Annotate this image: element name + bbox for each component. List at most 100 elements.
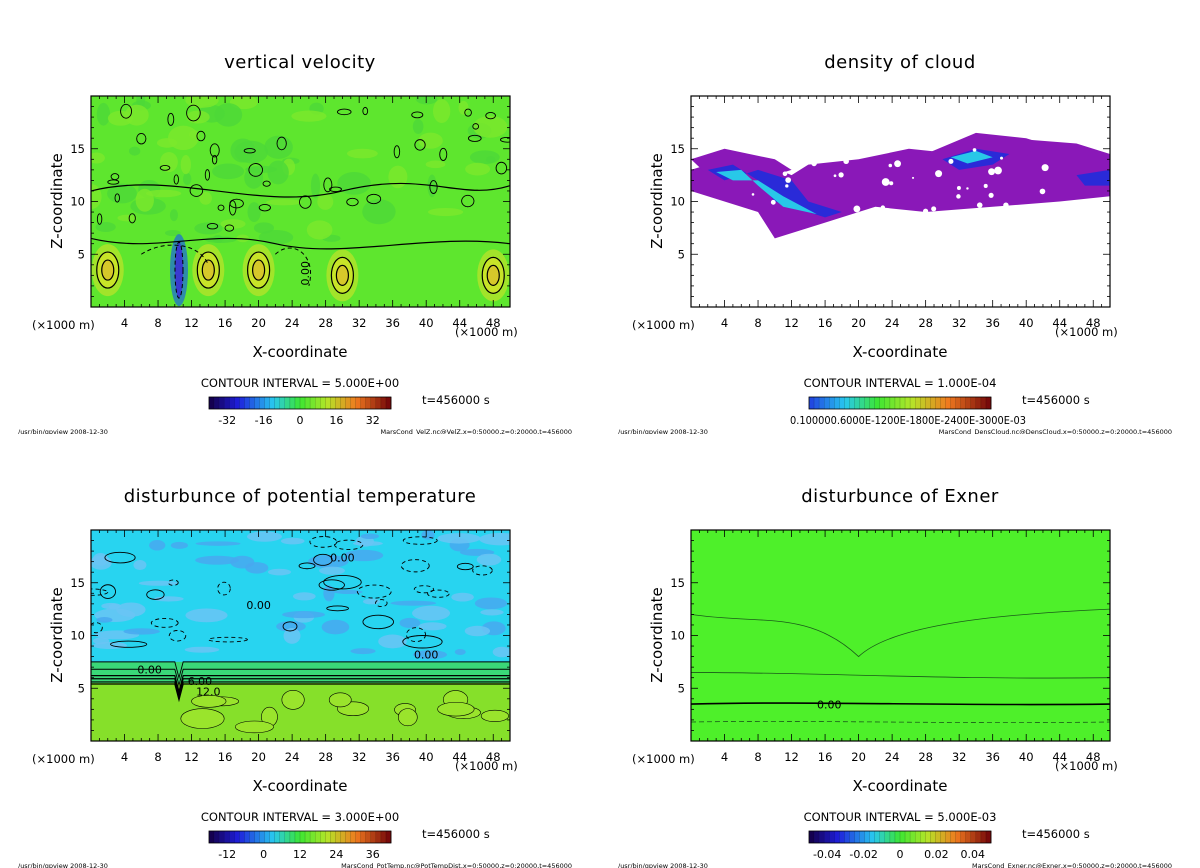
- contour-loop: [167, 579, 179, 586]
- field-patch: [474, 597, 508, 610]
- contour-line: [691, 608, 1110, 658]
- x-tick-label: 24: [285, 316, 300, 330]
- colorbar-cell: [224, 397, 230, 409]
- y-tick-label: 5: [78, 681, 85, 695]
- cloud-gap: [983, 183, 988, 188]
- x-unit-left: (×1000 m): [32, 318, 95, 332]
- colorbar-cell: [320, 397, 326, 409]
- colorbar-cell: [945, 831, 951, 843]
- cloud-gap: [911, 176, 915, 179]
- contour-loop: [402, 635, 443, 649]
- x-tick-label: 8: [154, 750, 161, 764]
- x-tick-label: 48: [486, 750, 501, 764]
- field-patch: [291, 110, 327, 122]
- field-patch: [319, 566, 345, 575]
- contour-label: 0.00: [246, 599, 271, 612]
- x-tick-label: 4: [121, 316, 128, 330]
- contour-loop: [262, 180, 271, 187]
- x-tick-label: 24: [885, 316, 900, 330]
- field-patch: [117, 214, 137, 222]
- x-tick-label: 32: [352, 750, 367, 764]
- y-tick-label: 10: [670, 195, 685, 209]
- contour-loop: [413, 585, 434, 594]
- cloud-core: [950, 150, 993, 164]
- time-label: t=456000 s: [422, 393, 490, 407]
- colorbar-cell: [375, 397, 382, 409]
- colorbar-cell: [274, 397, 281, 409]
- colorbar-cell: [325, 397, 331, 409]
- cloud-gap: [1000, 156, 1004, 160]
- colorbar-cell: [829, 831, 835, 843]
- colorbar-cell: [244, 397, 250, 409]
- colorbar-cell: [900, 397, 906, 409]
- x-tick-label: 16: [818, 750, 833, 764]
- cloud-gap: [853, 205, 861, 213]
- colorbar-cell: [940, 397, 946, 409]
- colorbar-cell: [345, 831, 351, 843]
- field-patch: [138, 580, 179, 586]
- colorbar-cell: [910, 397, 916, 409]
- colorbar-cell: [360, 397, 367, 409]
- cloud-gap: [935, 170, 943, 178]
- colorbar-cell: [849, 831, 855, 843]
- x-tick-label: 28: [918, 750, 933, 764]
- colorbar-cell: [350, 397, 356, 409]
- field-patch: [350, 648, 376, 655]
- field-patch: [156, 138, 178, 148]
- colorbar-cell: [960, 831, 967, 843]
- contour-loop: [400, 559, 430, 573]
- contour-loop: [196, 130, 206, 142]
- colorbar-cell: [935, 397, 941, 409]
- cloud-gap: [841, 147, 846, 152]
- x-tick-label: 28: [918, 316, 933, 330]
- field-patch: [188, 130, 200, 139]
- x-tick-label: 4: [721, 316, 728, 330]
- field-patch: [352, 541, 383, 546]
- contour-loop: [186, 104, 201, 122]
- contour-interval: CONTOUR INTERVAL = 3.000E+00: [201, 810, 399, 824]
- colorbar-cell: [350, 831, 356, 843]
- field-background: [691, 530, 1110, 741]
- contour-line: [91, 182, 510, 198]
- colorbar-cell: [365, 831, 372, 843]
- field-patch: [317, 193, 334, 210]
- field-patch: [267, 568, 292, 576]
- downdraft-core: [174, 241, 184, 299]
- y-tick-label: 10: [670, 629, 685, 643]
- field-patch: [124, 104, 149, 126]
- field-patch: [415, 96, 438, 105]
- colorbar-cell: [920, 831, 926, 843]
- cloud-gap: [994, 166, 1002, 175]
- x-tick-label: 28: [318, 316, 333, 330]
- contour-loop: [211, 154, 218, 165]
- colorbar-cell: [375, 831, 382, 843]
- field-patch: [412, 650, 448, 660]
- footer-right: MarsCond_VelZ.nc@VelZ,x=0:50000,z=0:2000…: [381, 428, 572, 434]
- field-patch: [282, 611, 325, 619]
- colorbar-cell: [294, 397, 301, 409]
- updraft-core: [101, 259, 115, 281]
- contour-loop: [366, 193, 382, 205]
- contour-label: 0.00: [299, 261, 312, 286]
- contour-loop: [362, 614, 394, 630]
- time-label: t=456000 s: [1022, 393, 1090, 407]
- field-patch: [432, 99, 451, 124]
- colorbar-cell: [254, 831, 260, 843]
- updraft-core: [335, 264, 349, 286]
- footer-left: /usr/bin/gpview 2008-12-30: [618, 428, 708, 434]
- field-patch: [283, 627, 301, 644]
- contour-loop: [228, 200, 237, 216]
- field-patch: [292, 592, 316, 601]
- lower-patch: [437, 701, 475, 717]
- chart-panel-velz: vertical velocity 0.00 4 8 12 16 20 24 28 32 36 40 4…: [0, 0, 600, 434]
- field-patch: [390, 600, 437, 606]
- colorbar-tick-label: 0.04: [961, 848, 986, 861]
- colorbar-cell: [254, 397, 260, 409]
- colorbar-cell: [300, 397, 306, 409]
- field-patch: [182, 172, 192, 186]
- colorbar-tick-label: 12: [293, 848, 307, 861]
- y-tick-label: 10: [70, 629, 85, 643]
- contour-loop: [393, 145, 401, 159]
- colorbar-cell: [214, 831, 220, 843]
